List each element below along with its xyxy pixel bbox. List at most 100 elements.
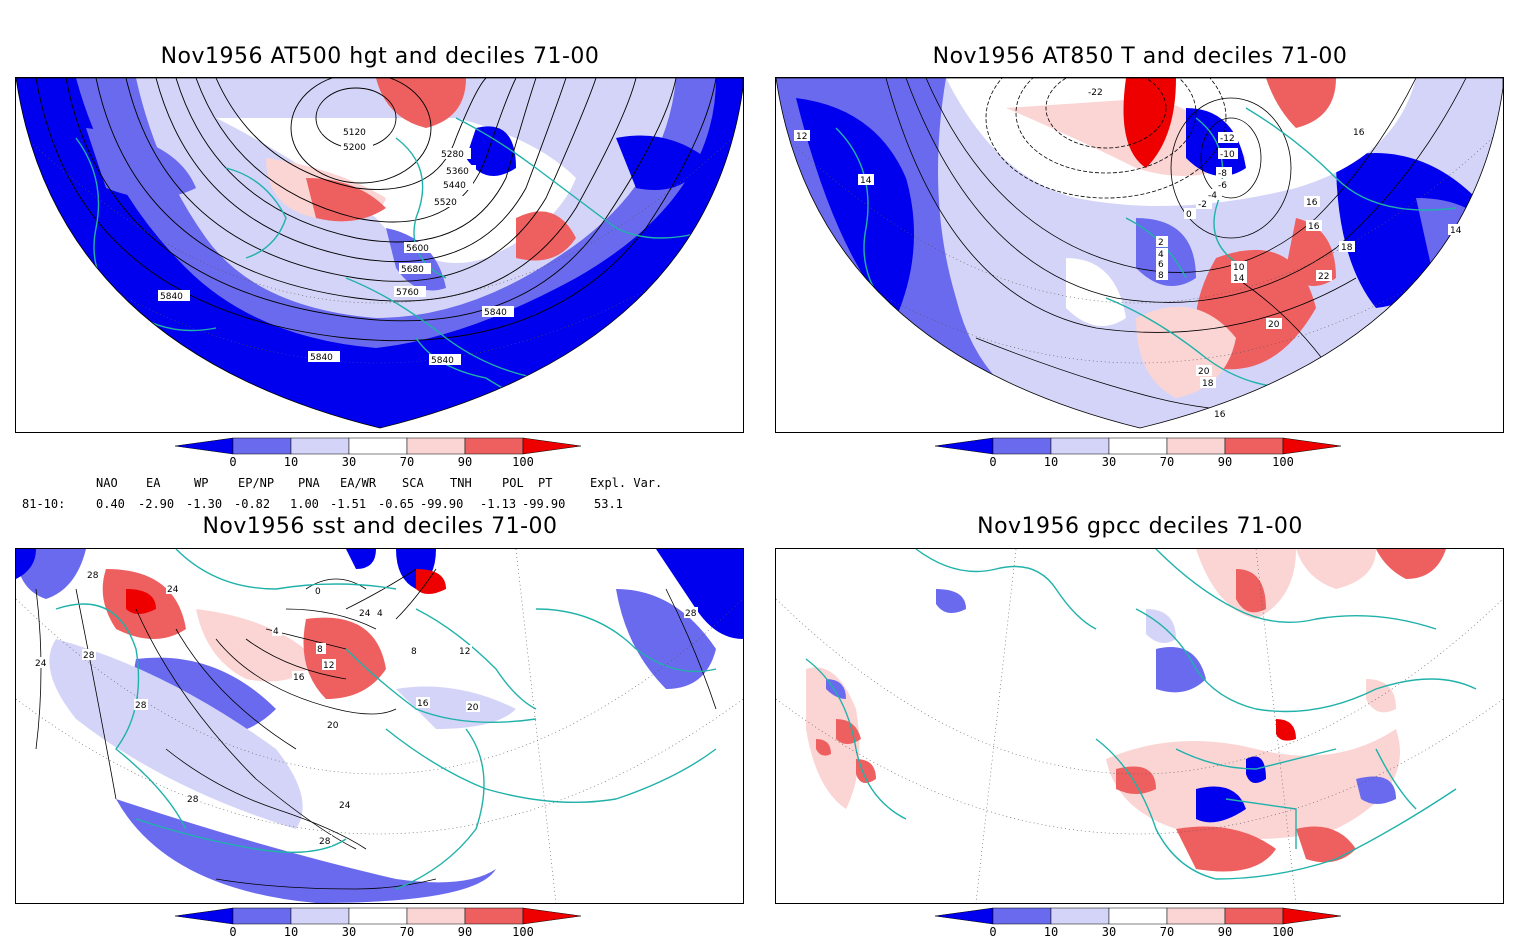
colorbar-label: 100 [1272,455,1294,469]
colorbar-label: 30 [341,925,357,939]
map-t850: -22 -12 -10 -8 -6 -4 -2 0 2 4 6 8 10 12 … [775,77,1504,433]
index-header: WP [194,476,209,490]
contour-label: 18 [1341,243,1353,253]
contour-label: -8 [1218,169,1227,179]
index-value: 53.1 [594,497,623,511]
contour-label: 5200 [343,143,366,153]
contour-label: 8 [317,645,323,655]
contour-label: 5840 [160,292,183,302]
colorbar-svg [174,907,582,925]
contour-label: 24 [359,609,371,619]
index-header: TNH [450,476,472,490]
colorbar-label: 10 [1043,925,1059,939]
colorbar-hgt500: 0 10 30 70 90 100 [174,437,595,477]
colorbar-label: 0 [229,925,237,939]
colorbar-label: 90 [1217,925,1233,939]
contour-label: 28 [83,651,95,661]
contour-label: -4 [1208,191,1217,201]
contour-labels-t850: -22 -12 -10 -8 -6 -4 -2 0 2 4 6 8 10 12 … [794,86,1464,420]
contour-label: 22 [1318,272,1329,282]
contour-label: -6 [1218,181,1227,191]
contour-label: -22 [1088,88,1103,98]
contour-label: 14 [1233,274,1245,284]
contour-label: 24 [35,659,47,669]
index-header: EA/WR [340,476,377,490]
contour-label: 5680 [401,265,424,275]
contour-label: 8 [1158,271,1164,281]
index-value: -2.90 [138,497,175,511]
colorbar-sst: 0 10 30 70 90 100 [174,907,595,947]
panel-title-hgt500: Nov1956 AT500 hgt and deciles 71-00 [160,44,600,69]
colorbar-label: 10 [283,925,299,939]
contour-labels-hgt500: 5120 5200 5280 5360 5440 5520 5600 5680 … [158,126,514,366]
contour-label: -12 [1220,134,1235,144]
index-row-label: 81-10: [22,497,66,511]
contour-label: 10 [1233,263,1245,273]
contour-label: 16 [1308,222,1320,232]
contour-label: 20 [1268,320,1280,330]
colorbar-label: 30 [341,455,357,469]
colorbar-gpcc: 0 10 30 70 90 100 [934,907,1355,947]
index-header: POL [502,476,524,490]
contour-label: 16 [1306,198,1318,208]
contour-label: 20 [1198,367,1210,377]
index-value: -99.90 [420,497,464,511]
index-header: NAO [96,476,118,490]
colorbar-label: 10 [283,455,299,469]
map-hgt500: 5120 5200 5280 5360 5440 5520 5600 5680 … [15,77,744,433]
contour-label: 24 [167,585,179,595]
contour-label: 16 [417,699,429,709]
contour-label: 16 [293,673,305,683]
colorbar-svg [934,907,1342,925]
colorbar-label: 0 [229,455,237,469]
contour-label: 5840 [310,353,333,363]
contour-label: 8 [411,647,417,657]
map-gpcc-svg [776,549,1503,903]
colorbar-label: 70 [399,455,415,469]
colorbar-label: 100 [512,925,534,939]
colorbar-label: 90 [457,925,473,939]
colorbar-svg [934,437,1342,455]
contour-label: 16 [1214,410,1226,420]
index-value: -1.30 [186,497,223,511]
contour-label: 28 [87,571,99,581]
contour-label: 5440 [443,181,466,191]
contour-label: 6 [1158,260,1164,270]
contour-label: 0 [1186,210,1192,220]
map-hgt500-svg: 5120 5200 5280 5360 5440 5520 5600 5680 … [16,78,743,429]
index-value: -0.65 [378,497,415,511]
index-header: SCA [402,476,424,490]
contour-label: 28 [135,701,147,711]
map-sst: 28 24 28 28 24 4 8 12 16 20 24 28 28 0 2… [15,548,744,904]
index-value: 0.40 [96,497,125,511]
map-gpcc [775,548,1504,904]
index-value: -1.51 [330,497,367,511]
contour-label: 16 [1353,128,1365,138]
colorbar-label: 100 [512,455,534,469]
colorbar-label: 70 [399,925,415,939]
panel-title-gpcc: Nov1956 gpcc deciles 71-00 [977,514,1303,539]
colorbar-label: 0 [989,455,997,469]
colorbar-label: 10 [1043,455,1059,469]
panel-title-sst: Nov1956 sst and deciles 71-00 [202,514,558,539]
contour-label: -10 [1220,150,1235,160]
contour-label: 5360 [446,167,469,177]
contour-label: 5280 [441,150,464,160]
contour-label: 0 [315,587,321,597]
colorbar-label: 70 [1159,455,1175,469]
contour-label: 14 [1450,226,1462,236]
contour-label: 5760 [396,288,419,298]
index-header: PNA [298,476,320,490]
contour-label: 4 [273,627,279,637]
contour-label: 12 [323,661,334,671]
contour-label: 5120 [343,128,366,138]
contour-label: 5520 [434,198,457,208]
colorbar-label: 0 [989,925,997,939]
map-sst-svg: 28 24 28 28 24 4 8 12 16 20 24 28 28 0 2… [16,549,743,903]
contour-label: 28 [685,609,697,619]
index-header: EP/NP [238,476,275,490]
contour-label: 12 [459,647,470,657]
colorbar-label: 30 [1101,925,1117,939]
contour-label: 4 [377,609,383,619]
contour-label: 5840 [484,308,507,318]
